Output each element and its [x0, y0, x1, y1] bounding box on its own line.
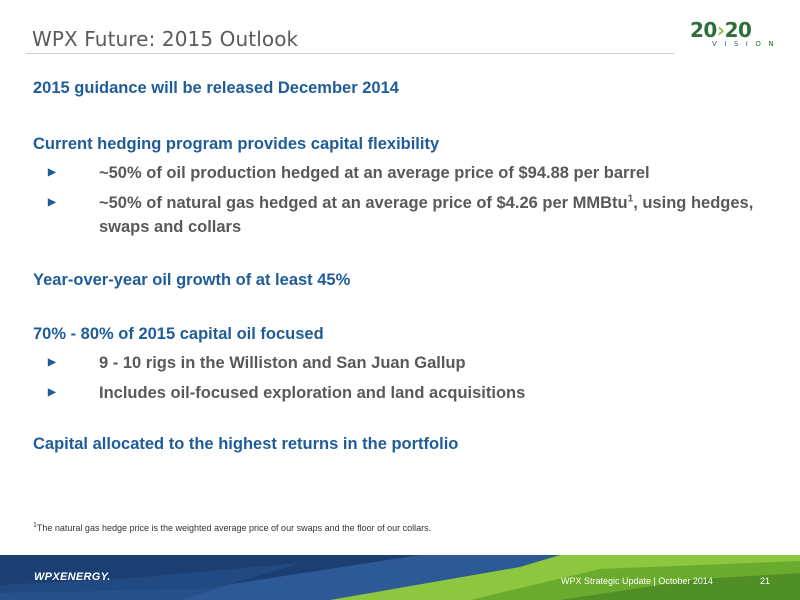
wpx-energy-logo: WPXENERGY. — [34, 571, 111, 583]
footnote-text: The natural gas hedge price is the weigh… — [36, 523, 432, 533]
logo-vision-text: VISION — [712, 40, 782, 48]
section-heading: Capital allocated to the highest returns… — [33, 435, 459, 453]
footnote-marker: 1 — [33, 522, 37, 529]
footnote-ref: 1 — [627, 193, 634, 205]
footnote: 1The natural gas hedge price is the weig… — [33, 522, 431, 533]
slide-body: 2015 guidance will be released December … — [33, 78, 773, 454]
bullet-arrow-icon: ▶ — [48, 357, 56, 368]
bullet-text: 9 - 10 rigs in the Williston and San Jua… — [99, 354, 466, 372]
footer-bar: WPXENERGY. WPX Strategic Update | Octobe… — [0, 555, 800, 600]
page-title: WPX Future: 2015 Outlook — [32, 27, 299, 51]
logo-number-left: 20 — [690, 18, 717, 42]
bullet-arrow-icon: ▶ — [48, 197, 56, 208]
list-item: ▶ ~50% of natural gas hedged at an avera… — [33, 191, 773, 239]
list-item: ▶ Includes oil-focused exploration and l… — [33, 381, 773, 405]
bullet-list: ▶ ~50% of oil production hedged at an av… — [33, 161, 773, 239]
title-divider — [26, 53, 674, 54]
section-heading: 2015 guidance will be released December … — [33, 79, 399, 97]
logo-chevron-icon: › — [716, 18, 725, 42]
section-capital: 70% - 80% of 2015 capital oil focused ▶ … — [33, 324, 773, 405]
section-heading: 70% - 80% of 2015 capital oil focused — [33, 325, 324, 343]
list-item: ▶ ~50% of oil production hedged at an av… — [33, 161, 773, 185]
section-heading: Year-over-year oil growth of at least 45… — [33, 271, 351, 289]
bullet-text-continued: , using hedges, swaps and collars — [99, 194, 754, 236]
footer-text: WPX Strategic Update | October 2014 — [561, 576, 713, 586]
bullet-text: ~50% of oil production hedged at an aver… — [99, 164, 650, 182]
logo-number-right: 20 — [724, 18, 752, 42]
section-heading: Current hedging program provides capital… — [33, 135, 440, 153]
footer-background — [0, 555, 800, 600]
bullet-list: ▶ 9 - 10 rigs in the Williston and San J… — [33, 351, 773, 405]
section-hedging: Current hedging program provides capital… — [33, 134, 773, 239]
list-item: ▶ 9 - 10 rigs in the Williston and San J… — [33, 351, 773, 375]
page-number: 21 — [760, 576, 771, 586]
bullet-text: ~50% of natural gas hedged at an average… — [99, 194, 628, 212]
2020-vision-logo: 20›20 VISION — [688, 18, 780, 50]
bullet-text: Includes oil-focused exploration and lan… — [99, 384, 526, 402]
bullet-arrow-icon: ▶ — [48, 387, 56, 398]
bullet-arrow-icon: ▶ — [48, 167, 56, 178]
